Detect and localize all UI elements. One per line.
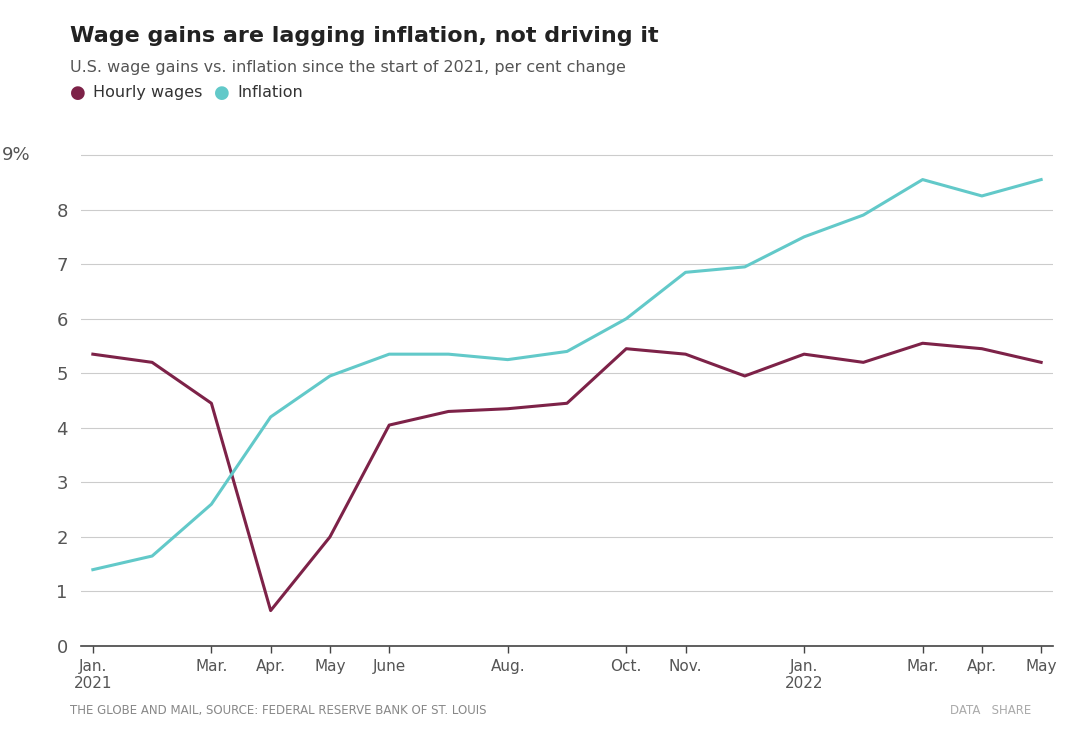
Text: Hourly wages: Hourly wages [93,85,202,100]
Text: Wage gains are lagging inflation, not driving it: Wage gains are lagging inflation, not dr… [70,26,659,45]
Text: 9%: 9% [2,146,30,164]
Text: U.S. wage gains vs. inflation since the start of 2021, per cent change: U.S. wage gains vs. inflation since the … [70,60,626,75]
Text: ●: ● [70,84,86,101]
Text: THE GLOBE AND MAIL, SOURCE: FEDERAL RESERVE BANK OF ST. LOUIS: THE GLOBE AND MAIL, SOURCE: FEDERAL RESE… [70,704,487,717]
Text: Inflation: Inflation [238,85,303,100]
Text: ●: ● [214,84,230,101]
Text: DATA   SHARE: DATA SHARE [950,704,1031,717]
